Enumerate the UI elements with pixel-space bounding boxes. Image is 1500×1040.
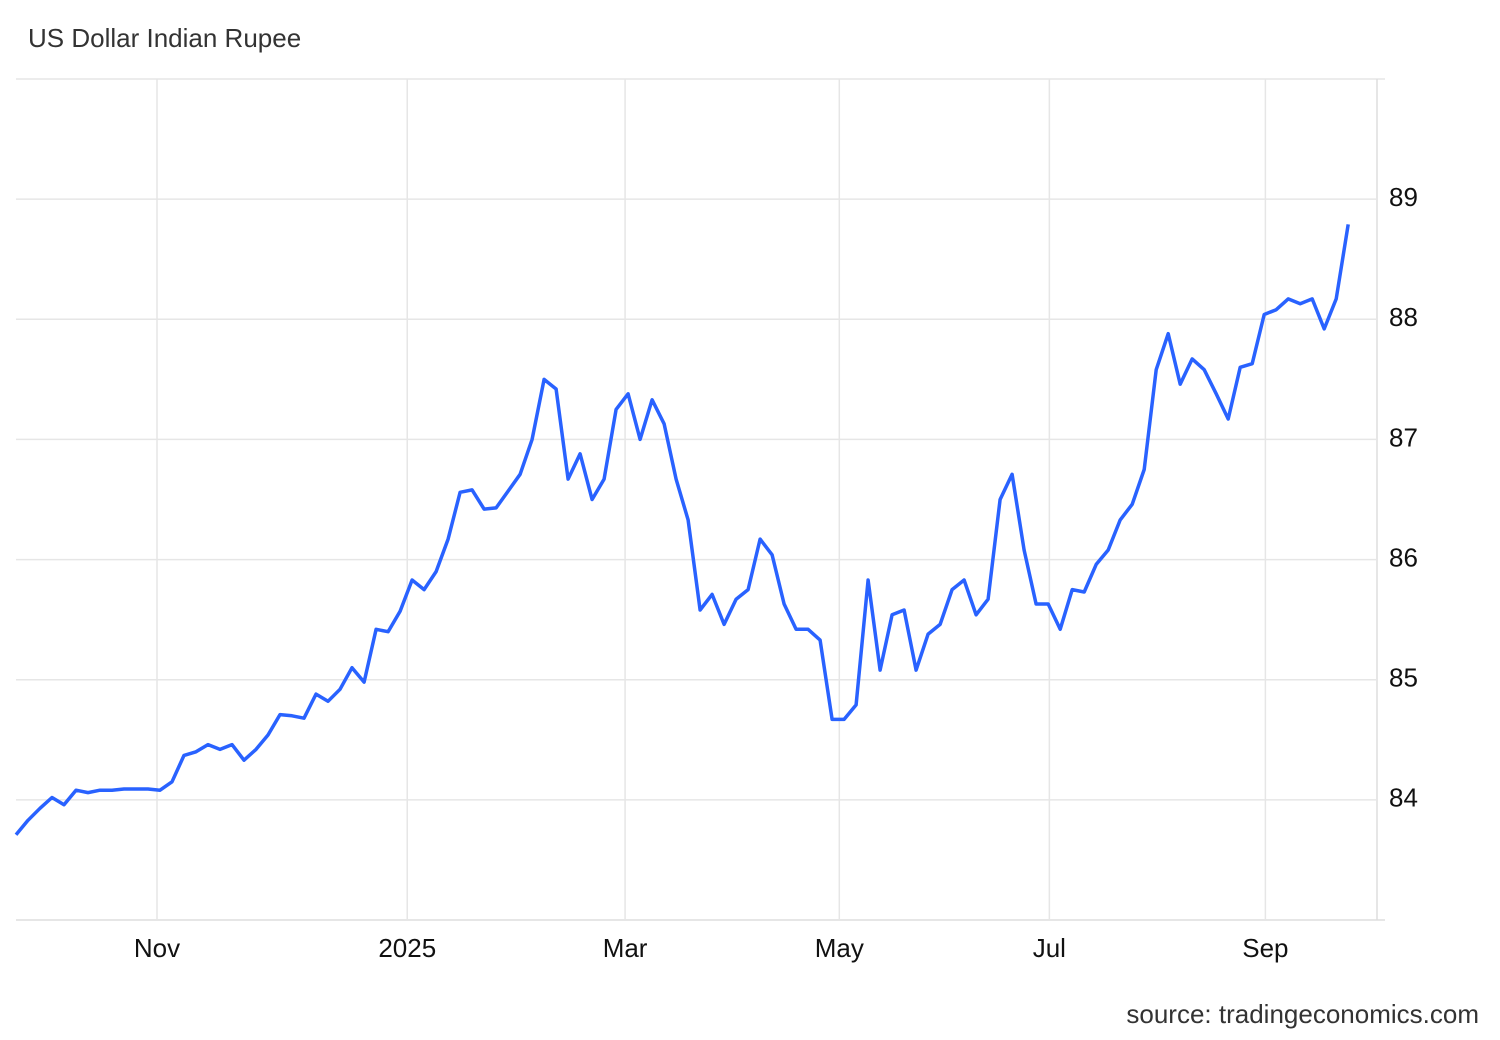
x-tick-label: 2025 [378, 933, 436, 963]
x-tick-label: Mar [603, 933, 648, 963]
source: source: tradingeconomics.com [1126, 999, 1479, 1029]
y-tick-label: 88 [1389, 302, 1418, 332]
price-line [14, 224, 1350, 836]
chart-title: US Dollar Indian Rupee [28, 23, 301, 53]
y-tick-label: 86 [1389, 542, 1418, 572]
y-tick-label: 85 [1389, 663, 1418, 693]
x-tick-label: Jul [1033, 933, 1066, 963]
x-tick-label: Sep [1242, 933, 1288, 963]
x-tick-label: Nov [134, 933, 180, 963]
y-tick-label: 89 [1389, 182, 1418, 212]
y-tick-label: 84 [1389, 783, 1418, 813]
y-tick-label: 87 [1389, 422, 1418, 452]
x-tick-label: May [815, 933, 864, 963]
